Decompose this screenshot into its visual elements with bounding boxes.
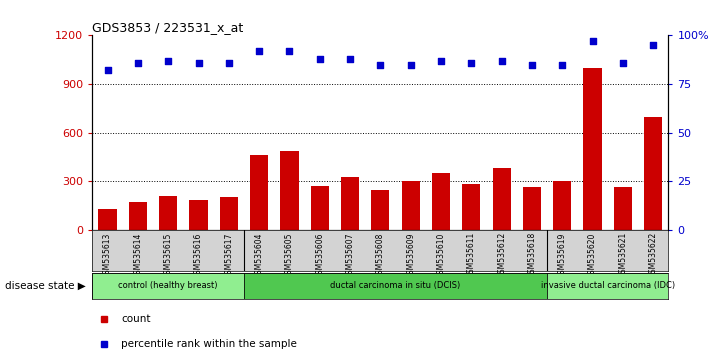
Bar: [432, 173, 450, 230]
Text: GSM535618: GSM535618: [528, 232, 536, 278]
Text: GSM535604: GSM535604: [255, 232, 264, 279]
Bar: [341, 177, 359, 230]
Bar: [250, 155, 268, 230]
Text: disease state ▶: disease state ▶: [4, 281, 85, 291]
Bar: [189, 200, 208, 230]
Text: ductal carcinoma in situ (DCIS): ductal carcinoma in situ (DCIS): [331, 281, 461, 290]
Text: GSM535607: GSM535607: [346, 232, 355, 279]
Point: [253, 48, 264, 54]
Bar: [553, 181, 572, 230]
Text: GSM535613: GSM535613: [103, 232, 112, 279]
Bar: [462, 184, 481, 230]
Text: GSM535617: GSM535617: [225, 232, 233, 279]
Bar: [644, 116, 662, 230]
Bar: [402, 181, 419, 230]
Point: [526, 62, 538, 67]
Bar: [244, 273, 547, 299]
Bar: [371, 190, 390, 230]
Point: [284, 48, 295, 54]
Text: GSM535612: GSM535612: [497, 232, 506, 278]
Bar: [129, 202, 147, 230]
Text: GSM535615: GSM535615: [164, 232, 173, 279]
Text: GSM535609: GSM535609: [406, 232, 415, 279]
Point: [466, 60, 477, 65]
Text: count: count: [121, 314, 151, 324]
Text: GSM535611: GSM535611: [467, 232, 476, 278]
Point: [102, 68, 113, 73]
Bar: [159, 196, 177, 230]
Bar: [523, 187, 541, 230]
Point: [344, 56, 356, 62]
Point: [617, 60, 629, 65]
Bar: [614, 187, 632, 230]
Point: [405, 62, 417, 67]
Point: [557, 62, 568, 67]
Bar: [92, 273, 244, 299]
Point: [496, 58, 508, 63]
Point: [193, 60, 204, 65]
Text: GSM535605: GSM535605: [285, 232, 294, 279]
Bar: [493, 169, 510, 230]
Text: percentile rank within the sample: percentile rank within the sample: [121, 339, 297, 349]
Text: GSM535620: GSM535620: [588, 232, 597, 279]
Text: GSM535619: GSM535619: [557, 232, 567, 279]
Text: control (healthy breast): control (healthy breast): [119, 281, 218, 290]
Point: [375, 62, 386, 67]
Bar: [584, 68, 602, 230]
Bar: [99, 209, 117, 230]
Point: [314, 56, 326, 62]
Bar: [311, 186, 329, 230]
Text: GDS3853 / 223531_x_at: GDS3853 / 223531_x_at: [92, 21, 244, 34]
Point: [223, 60, 235, 65]
Bar: [547, 273, 668, 299]
Text: GSM535622: GSM535622: [648, 232, 658, 278]
Point: [435, 58, 447, 63]
Text: GSM535608: GSM535608: [376, 232, 385, 279]
Bar: [280, 150, 299, 230]
Point: [132, 60, 144, 65]
Point: [163, 58, 174, 63]
Point: [648, 42, 659, 48]
Text: GSM535614: GSM535614: [134, 232, 142, 279]
Point: [587, 38, 598, 44]
Text: GSM535616: GSM535616: [194, 232, 203, 279]
Text: GSM535606: GSM535606: [315, 232, 324, 279]
Bar: [220, 197, 238, 230]
Text: GSM535621: GSM535621: [619, 232, 627, 278]
Text: invasive ductal carcinoma (IDC): invasive ductal carcinoma (IDC): [540, 281, 675, 290]
Text: GSM535610: GSM535610: [437, 232, 446, 279]
